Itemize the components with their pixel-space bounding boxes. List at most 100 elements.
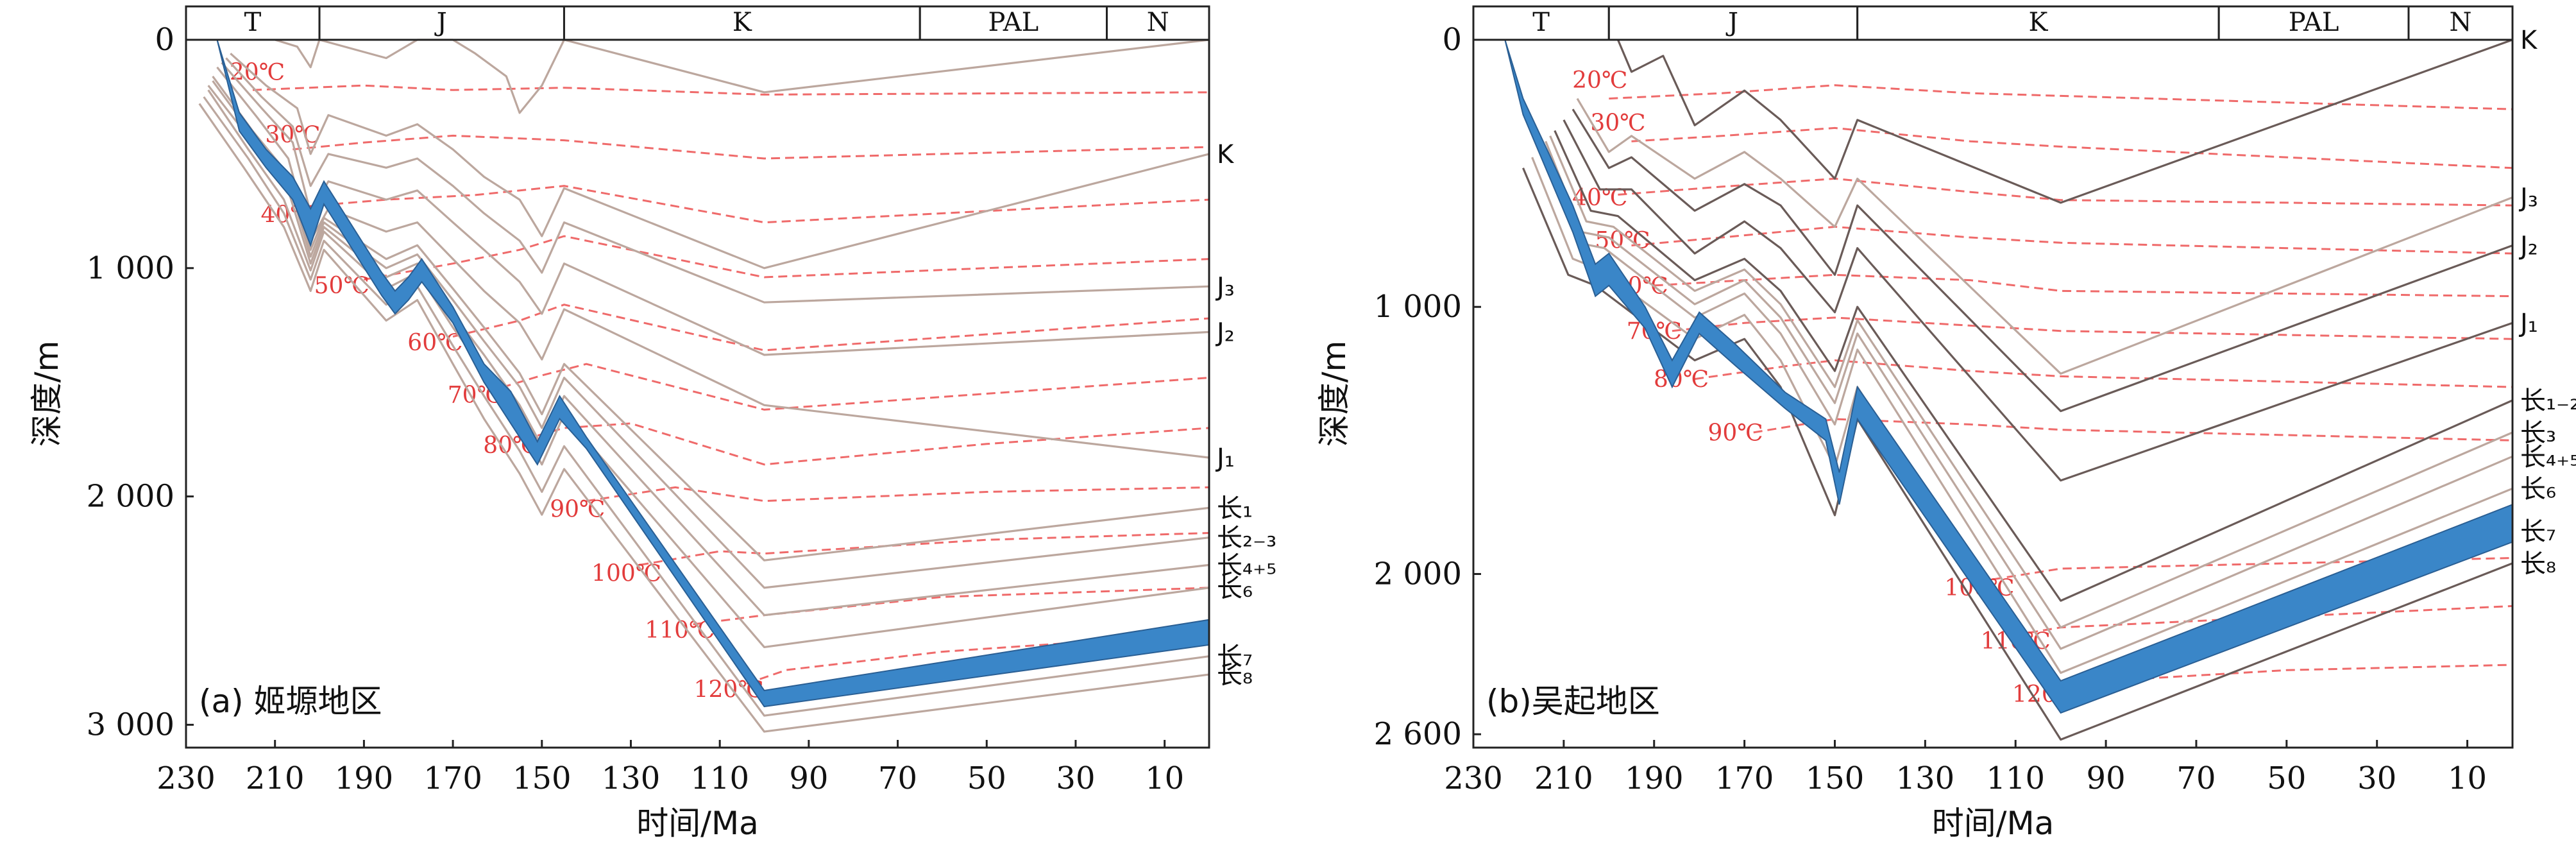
y-axis-title: 深度/m: [28, 341, 65, 447]
x-tick-label: 10: [2448, 760, 2487, 796]
burial-curve-label: 长₆: [1217, 574, 1253, 603]
isotherm-label: 20℃: [1572, 67, 1627, 94]
burial-curve-label: 长₈: [2520, 549, 2556, 579]
isotherm-label: 80℃: [1654, 366, 1709, 393]
period-label: T: [1532, 8, 1550, 37]
period-cell: [1856, 5, 2220, 41]
burial-curve: [212, 75, 1210, 562]
x-tick-label: 190: [335, 760, 394, 796]
period-label: J: [1725, 8, 1738, 37]
x-tick-label: 110: [690, 760, 749, 796]
y-tick-label: 0: [155, 22, 174, 58]
x-tick-label: 70: [878, 760, 917, 796]
period-cell: [185, 5, 321, 41]
x-tick-label: 150: [1806, 760, 1865, 796]
isotherm-line: [586, 486, 1210, 502]
target-layer-band: [216, 39, 1210, 708]
burial-curve: [1563, 119, 2513, 482]
isotherm-label: 50℃: [314, 273, 369, 299]
period-label: J: [434, 8, 447, 37]
panel-b-burial-history: TJKPALN20℃30℃40℃50℃60℃70℃80℃90℃100℃110℃1…: [1316, 5, 2576, 842]
burial-curve: [221, 62, 1210, 356]
burial-curve-label: J₂: [1215, 318, 1235, 347]
isotherm-line: [640, 532, 1210, 566]
isotherm-line: [488, 363, 1210, 411]
isotherm-line: [452, 304, 1210, 352]
x-tick-label: 210: [246, 760, 305, 796]
isotherm-line: [2029, 605, 2513, 634]
isotherm-line: [1753, 418, 2513, 442]
y-tick-label: 3 000: [87, 707, 174, 742]
isotherm-label: 30℃: [1590, 110, 1645, 137]
plot-frame: [1472, 39, 2514, 749]
burial-curve-label: 长₇: [2520, 517, 2556, 547]
burial-curve: [230, 53, 1210, 270]
x-tick-label: 90: [789, 760, 828, 796]
burial-curve-label: K: [2520, 26, 2538, 55]
burial-curve-label: K: [1217, 140, 1235, 169]
isotherm-line: [1631, 225, 2513, 255]
burial-curve: [1545, 141, 2513, 650]
burial-curve: [212, 80, 1210, 589]
isotherm-line: [1992, 557, 2513, 581]
isotherm-line: [1609, 84, 2513, 110]
burial-curve-label: 长₄₊₅: [2520, 442, 2576, 472]
burial-curve: [203, 96, 1210, 717]
isotherm-line: [292, 134, 1210, 160]
burial-curve: [207, 85, 1210, 617]
x-tick-label: 130: [602, 760, 661, 796]
isotherm-line: [1694, 359, 2513, 388]
y-tick-label: 2 000: [1374, 556, 1462, 592]
isotherm-line: [1654, 273, 2513, 298]
burial-curve-label: 长₂₋₃: [1217, 524, 1276, 553]
x-tick-label: 170: [1715, 760, 1774, 796]
burial-curve: [1554, 130, 2513, 602]
period-label: T: [244, 8, 262, 37]
burial-curve-label: 长₁₋₂: [2520, 386, 2576, 416]
x-tick-label: 230: [1444, 760, 1503, 796]
x-tick-label: 150: [513, 760, 572, 796]
y-tick-label: 0: [1442, 22, 1462, 58]
plot-frame: [185, 39, 1210, 749]
isotherm-line: [1631, 126, 2513, 169]
period-label: N: [1147, 8, 1169, 37]
burial-curve: [1616, 39, 2513, 204]
period-cell: [2217, 5, 2410, 41]
burial-curve: [1549, 135, 2513, 629]
burial-curve: [275, 39, 1210, 114]
x-tick-label: 50: [2267, 760, 2306, 796]
burial-curve-label: 长₆: [2520, 474, 2556, 504]
isotherm-line: [306, 185, 1210, 224]
isotherm-label: 90℃: [550, 497, 605, 523]
burial-curve-label: 长₇: [1217, 642, 1253, 672]
burial-curve-label: J₁: [2518, 309, 2538, 338]
period-label: PAL: [988, 8, 1039, 37]
period-cell: [1607, 5, 1859, 41]
isotherm-line: [1618, 177, 2513, 207]
period-label: K: [2028, 8, 2048, 37]
panel-a-burial-history: T J K PAL N20℃30℃40℃50℃60℃70℃80℃90℃100℃110℃1…: [28, 5, 1276, 842]
burial-curve-label: J₁: [1215, 443, 1235, 473]
y-tick-label: 2 000: [87, 479, 174, 515]
burial-curve: [1522, 167, 2513, 741]
burial-curve-label: 长₄₊₅: [1217, 551, 1276, 580]
burial-curve-label: 长₈: [1217, 660, 1253, 690]
x-tick-label: 230: [157, 760, 216, 796]
x-tick-label: 170: [423, 760, 482, 796]
period-label: K: [733, 8, 752, 37]
x-axis-title: 时间/Ma: [1932, 805, 2055, 842]
burial-curve-label: J₃: [2518, 184, 2538, 213]
panel-label: (a) 姬塬地区: [199, 683, 382, 720]
burial-curve: [216, 66, 1210, 459]
period-cell: [2407, 5, 2514, 41]
x-tick-label: 70: [2176, 760, 2216, 796]
x-axis-title: 时间/Ma: [636, 805, 759, 842]
y-tick-label: 1 000: [1374, 289, 1462, 325]
burial-curve: [1540, 146, 2513, 674]
y-axis-title: 深度/m: [1316, 341, 1353, 447]
isotherm-label: 90℃: [1707, 420, 1763, 446]
burial-curve: [207, 89, 1210, 649]
x-tick-label: 30: [1056, 760, 1095, 796]
burial-curve: [198, 103, 1210, 733]
